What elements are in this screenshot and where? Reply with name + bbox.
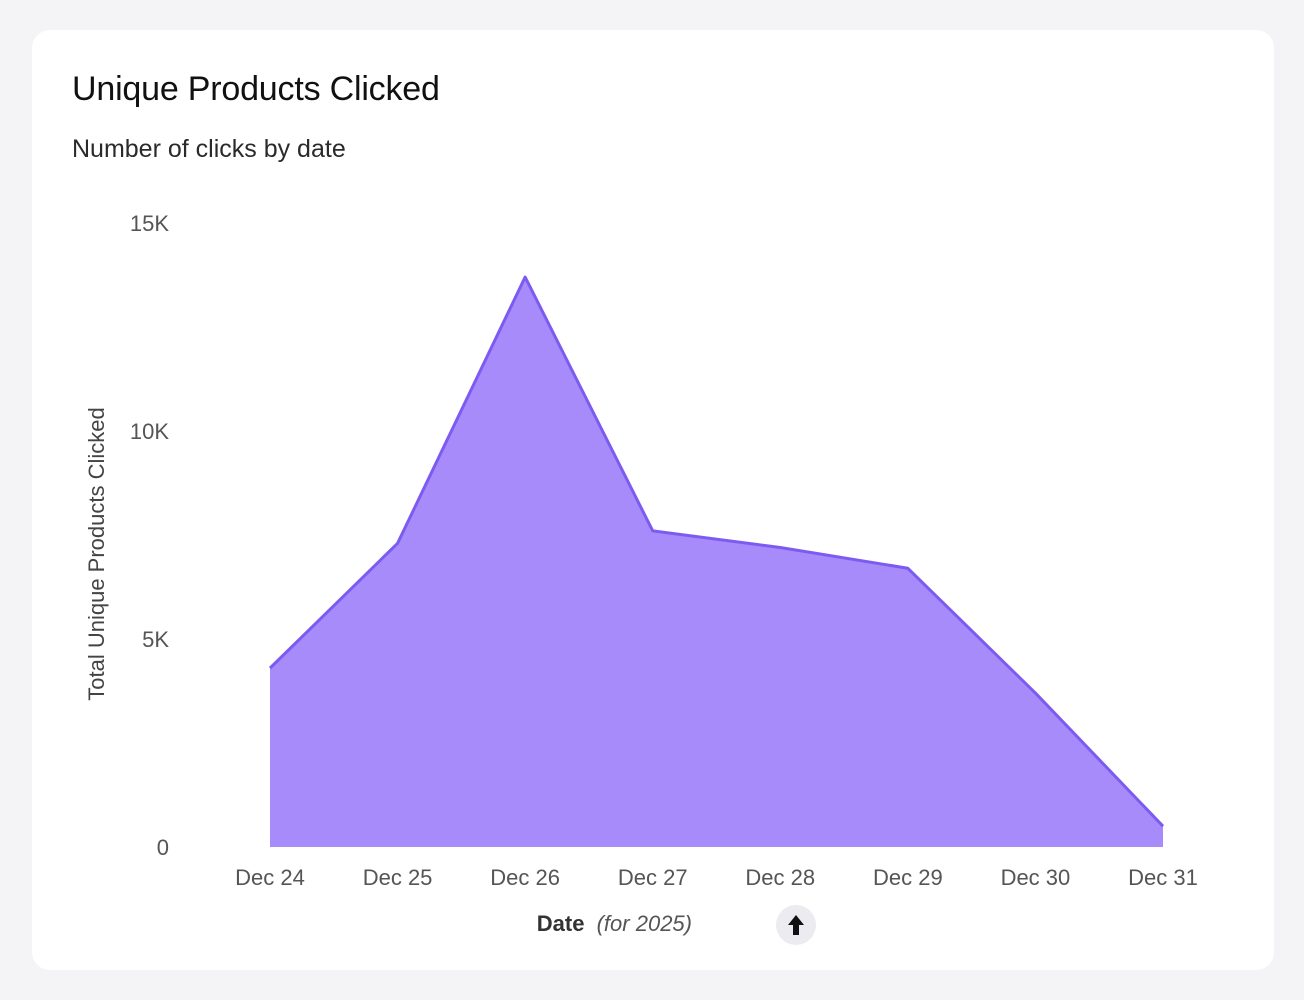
data-point[interactable] [1157, 820, 1169, 832]
area-chart: 0 5K 10K 15K Dec 24 Dec 25 Dec 26 Dec 27 Dec 28… [84, 211, 1198, 945]
x-tick-label: Dec 30 [1001, 865, 1071, 890]
area-fill [270, 277, 1163, 847]
x-axis-title-main: Date [537, 911, 585, 936]
chart-subtitle: Number of clicks by date [72, 135, 346, 163]
data-point[interactable] [774, 541, 786, 553]
data-point[interactable] [264, 662, 276, 674]
x-axis-ticks: Dec 24 Dec 25 Dec 26 Dec 27 Dec 28 Dec 29 Dec … [235, 865, 1198, 890]
series-line [268, 275, 1165, 828]
x-tick-label: Dec 27 [618, 865, 688, 890]
y-axis-title: Total Unique Products Clicked [84, 407, 109, 700]
data-point[interactable] [902, 562, 914, 574]
y-axis-ticks: 0 5K 10K 15K [130, 211, 169, 860]
x-tick-label: Dec 24 [235, 865, 305, 890]
x-tick-label: Dec 29 [873, 865, 943, 890]
chart-marks [264, 271, 1169, 847]
arrow-up-icon [788, 915, 804, 935]
x-tick-label: Dec 31 [1128, 865, 1198, 890]
chart-title: Unique Products Clicked [72, 70, 440, 108]
x-tick-label: Dec 26 [490, 865, 560, 890]
data-point[interactable] [1029, 687, 1041, 699]
x-tick-label: Dec 28 [745, 865, 815, 890]
data-point[interactable] [519, 271, 531, 283]
y-tick-label: 0 [157, 835, 169, 860]
x-tick-label: Dec 25 [363, 865, 433, 890]
data-point[interactable] [392, 537, 404, 549]
x-axis-title-qualifier: (for 2025) [597, 911, 692, 936]
x-axis-title: Date (for 2025) [537, 911, 692, 936]
y-tick-label: 15K [130, 211, 169, 236]
sort-ascending-button[interactable] [776, 905, 816, 945]
y-tick-label: 5K [142, 627, 169, 652]
data-point[interactable] [647, 525, 659, 537]
y-tick-label: 10K [130, 419, 169, 444]
chart-card: Unique Products Clicked Number of clicks… [32, 30, 1274, 970]
